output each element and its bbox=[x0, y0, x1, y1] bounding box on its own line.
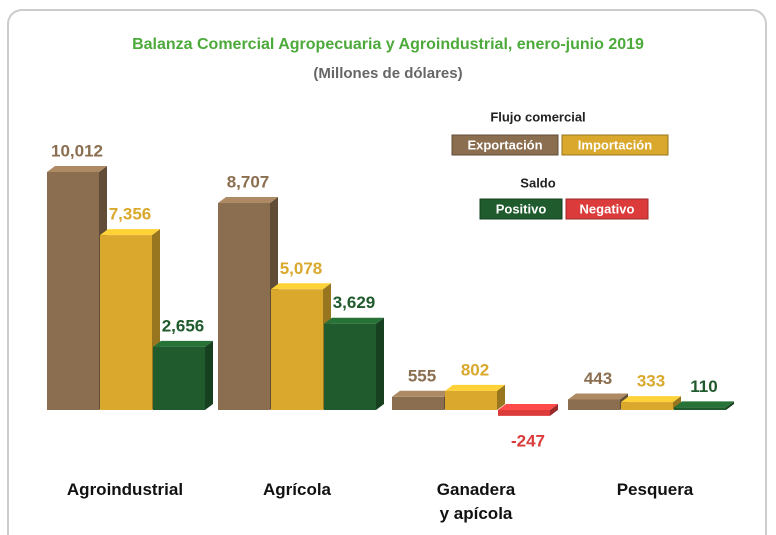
bar bbox=[47, 172, 99, 410]
legend-swatch bbox=[561, 134, 669, 156]
chart-subtitle: (Millones de dólares) bbox=[313, 65, 462, 82]
bar bbox=[674, 407, 726, 410]
bar-top bbox=[568, 393, 628, 400]
bar bbox=[218, 203, 270, 410]
x-tick-label: Agrícola bbox=[262, 480, 332, 499]
value-label: 443 bbox=[584, 369, 612, 388]
bar-top bbox=[498, 404, 558, 410]
x-tick-label: Ganadera y apícola bbox=[436, 480, 516, 523]
value-label: 802 bbox=[461, 360, 489, 379]
bar-side bbox=[726, 401, 734, 410]
bar-top bbox=[47, 166, 107, 172]
chart-title: Balanza Comercial Agropecuaria y Agroind… bbox=[132, 36, 644, 53]
value-label: 7,356 bbox=[109, 205, 152, 224]
bar bbox=[324, 323, 376, 410]
legend-swatch bbox=[565, 198, 649, 220]
bar-top bbox=[271, 283, 331, 290]
bar-side bbox=[205, 340, 213, 410]
legend-swatch bbox=[451, 134, 559, 156]
bar-top bbox=[100, 229, 160, 236]
bar bbox=[100, 235, 152, 410]
bar-top bbox=[621, 396, 681, 403]
value-label: 8,707 bbox=[227, 173, 270, 192]
value-label: 2,656 bbox=[162, 316, 205, 335]
legend-swatch bbox=[479, 198, 563, 220]
bar-side bbox=[497, 384, 505, 410]
value-label: 110 bbox=[690, 377, 717, 396]
bar bbox=[498, 410, 550, 416]
bar-side bbox=[673, 396, 681, 410]
value-label: 5,078 bbox=[280, 259, 323, 278]
legend-label: Positivo bbox=[496, 201, 547, 216]
legend-title: Saldo bbox=[520, 175, 555, 190]
bar bbox=[621, 402, 673, 410]
value-label: -247 bbox=[511, 431, 545, 450]
bar-top bbox=[153, 340, 213, 347]
bar-side bbox=[550, 404, 558, 416]
bar-top bbox=[392, 390, 452, 397]
value-label: 3,629 bbox=[333, 293, 376, 312]
legend-label: Exportación bbox=[467, 137, 542, 152]
bar bbox=[271, 289, 323, 410]
bar bbox=[445, 390, 497, 410]
value-label: 555 bbox=[408, 366, 436, 385]
value-label: 10,012 bbox=[51, 141, 103, 160]
legend-label: Negativo bbox=[580, 201, 635, 216]
bar bbox=[153, 346, 205, 410]
x-tick-label: Pesquera bbox=[616, 480, 694, 499]
legend-label: Importación bbox=[578, 137, 652, 152]
bar-top bbox=[324, 317, 384, 324]
bar-top bbox=[674, 401, 734, 408]
value-label: 333 bbox=[637, 372, 665, 391]
bar-top bbox=[218, 197, 278, 204]
legend-title: Flujo comercial bbox=[490, 109, 585, 124]
bar-top bbox=[445, 384, 505, 391]
bar bbox=[392, 396, 444, 410]
x-tick-label: Agroindustrial bbox=[66, 480, 184, 499]
bar-side bbox=[376, 317, 384, 410]
bar bbox=[568, 399, 620, 410]
